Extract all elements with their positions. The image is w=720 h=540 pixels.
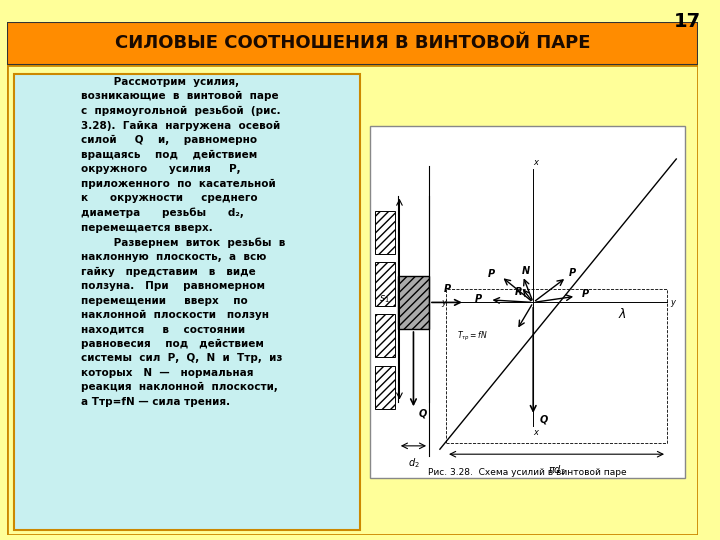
Text: x: x — [534, 158, 539, 167]
Text: Рис. 3.28.  Схема усилий в винтовой паре: Рис. 3.28. Схема усилий в винтовой паре — [428, 468, 626, 476]
Text: P: P — [475, 294, 482, 304]
Text: $\lambda$: $\lambda$ — [618, 307, 626, 321]
Text: y: y — [441, 298, 446, 307]
Text: СИЛОВЫЕ СООТНОШЕНИЯ В ВИНТОВОЙ ПАРЕ: СИЛОВЫЕ СООТНОШЕНИЯ В ВИНТОВОЙ ПАРЕ — [115, 34, 590, 52]
Text: y: y — [670, 298, 675, 307]
Bar — [374, 366, 395, 409]
Bar — [14, 74, 360, 530]
Text: $\pi d_2$: $\pi d_2$ — [548, 463, 565, 477]
Bar — [398, 276, 429, 329]
Text: x: x — [534, 428, 539, 437]
Bar — [374, 314, 395, 357]
Text: $d_2$: $d_2$ — [408, 456, 419, 470]
Text: Q: Q — [419, 408, 427, 418]
Text: P: P — [488, 269, 495, 279]
Text: N: N — [521, 266, 529, 276]
Text: Рассмотрим  усилия,
возникающие  в  винтовой  паре
с  прямоугольной  резьбой  (р: Рассмотрим усилия, возникающие в винтово… — [81, 77, 286, 407]
Bar — [374, 262, 395, 306]
Text: P: P — [569, 268, 575, 278]
Text: R: R — [515, 287, 522, 296]
Bar — [374, 211, 395, 254]
Text: 17: 17 — [674, 12, 701, 31]
Text: P: P — [582, 289, 589, 299]
Text: P: P — [444, 284, 451, 294]
Text: Q: Q — [540, 414, 549, 424]
Text: $s_1$: $s_1$ — [379, 293, 390, 305]
Text: $T_{тр}{=}fN$: $T_{тр}{=}fN$ — [457, 330, 488, 343]
Bar — [370, 126, 685, 478]
